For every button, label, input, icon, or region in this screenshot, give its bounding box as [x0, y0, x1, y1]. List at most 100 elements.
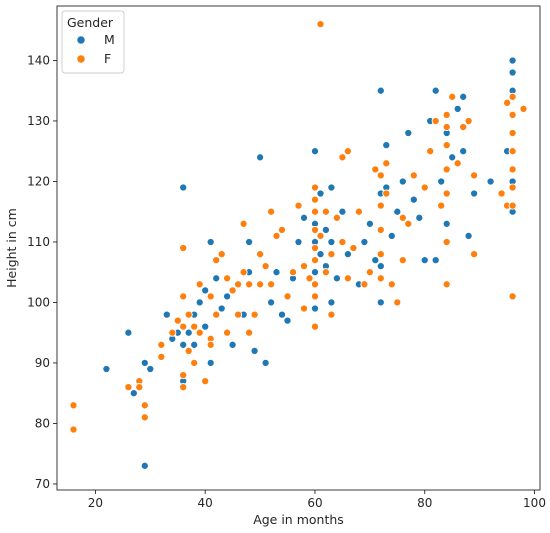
point-f: [299, 304, 309, 313]
point-f: [442, 141, 451, 150]
point-f: [442, 165, 451, 174]
point-m: [179, 183, 188, 192]
x-tick-label: 80: [417, 496, 432, 510]
point-f: [376, 201, 385, 210]
point-f: [508, 201, 517, 210]
point-m: [459, 147, 468, 156]
point-f: [398, 213, 407, 222]
point-f: [508, 110, 517, 119]
point-m: [206, 237, 215, 247]
point-m: [508, 68, 517, 77]
point-m: [261, 358, 270, 367]
point-f: [168, 328, 177, 337]
point-m: [256, 153, 265, 162]
point-f: [69, 401, 78, 410]
point-f: [256, 280, 265, 289]
point-f: [464, 116, 473, 126]
point-m: [459, 92, 468, 101]
y-tick-label: 80: [35, 416, 50, 430]
point-f: [316, 20, 325, 29]
point-f: [437, 201, 446, 210]
point-f: [179, 292, 188, 301]
point-m: [140, 461, 149, 470]
point-f: [310, 280, 320, 289]
point-f: [426, 147, 435, 156]
point-f: [343, 147, 352, 156]
point-f: [431, 116, 440, 126]
point-f: [201, 377, 210, 386]
point-m: [453, 104, 462, 113]
point-f: [321, 207, 330, 216]
point-f: [179, 371, 188, 380]
point-f: [261, 262, 270, 271]
point-m: [124, 328, 133, 337]
point-m: [162, 310, 171, 319]
point-m: [376, 86, 385, 95]
point-m: [393, 207, 402, 216]
point-m: [376, 262, 385, 271]
point-f: [316, 231, 325, 240]
point-f: [228, 286, 237, 295]
point-f: [365, 268, 374, 277]
point-m: [283, 316, 292, 325]
point-f: [195, 280, 204, 289]
point-f: [354, 207, 363, 216]
point-f: [294, 201, 303, 210]
point-m: [316, 250, 325, 259]
y-tick-label: 100: [27, 295, 50, 309]
point-f: [157, 340, 166, 349]
point-f: [179, 243, 188, 253]
point-f: [245, 280, 254, 289]
point-m: [129, 389, 138, 398]
point-m: [404, 128, 413, 138]
point-m: [250, 346, 259, 355]
point-f: [519, 104, 528, 113]
point-f: [234, 310, 243, 319]
point-f: [442, 110, 451, 119]
point-m: [332, 274, 341, 283]
point-f: [206, 292, 215, 301]
point-m: [316, 189, 325, 198]
point-f: [508, 183, 517, 192]
x-axis-label: Age in months: [253, 512, 344, 527]
x-tick-label: 20: [88, 496, 103, 510]
point-m: [376, 298, 385, 307]
legend-label-m: M: [104, 32, 115, 47]
point-m: [299, 213, 309, 222]
point-m: [409, 195, 418, 204]
point-f: [310, 243, 320, 253]
point-f: [332, 213, 341, 222]
point-f: [250, 310, 259, 319]
point-f: [503, 98, 512, 107]
point-f: [184, 310, 193, 319]
point-m: [420, 256, 429, 265]
point-f: [299, 262, 309, 271]
point-f: [310, 256, 320, 265]
point-m: [310, 268, 320, 277]
point-m: [146, 364, 155, 374]
point-m: [448, 153, 457, 162]
point-f: [179, 383, 188, 392]
point-f: [173, 316, 182, 325]
point-f: [184, 346, 193, 355]
point-f: [442, 189, 451, 198]
point-f: [442, 122, 451, 132]
point-f: [267, 207, 276, 216]
legend-marker-f: [76, 54, 86, 64]
point-m: [310, 304, 320, 313]
legend-marker-m: [76, 35, 86, 45]
point-m: [195, 298, 204, 307]
point-f: [376, 225, 385, 234]
point-f: [387, 280, 396, 289]
point-m: [382, 141, 391, 150]
x-tick-label: 100: [523, 496, 546, 510]
y-tick-label: 70: [35, 477, 50, 491]
point-f: [343, 274, 352, 283]
point-f: [420, 183, 429, 192]
point-f: [508, 292, 517, 301]
point-m: [267, 298, 276, 307]
point-f: [124, 383, 133, 392]
point-f: [288, 268, 298, 277]
point-m: [343, 250, 352, 259]
point-f: [212, 256, 221, 265]
